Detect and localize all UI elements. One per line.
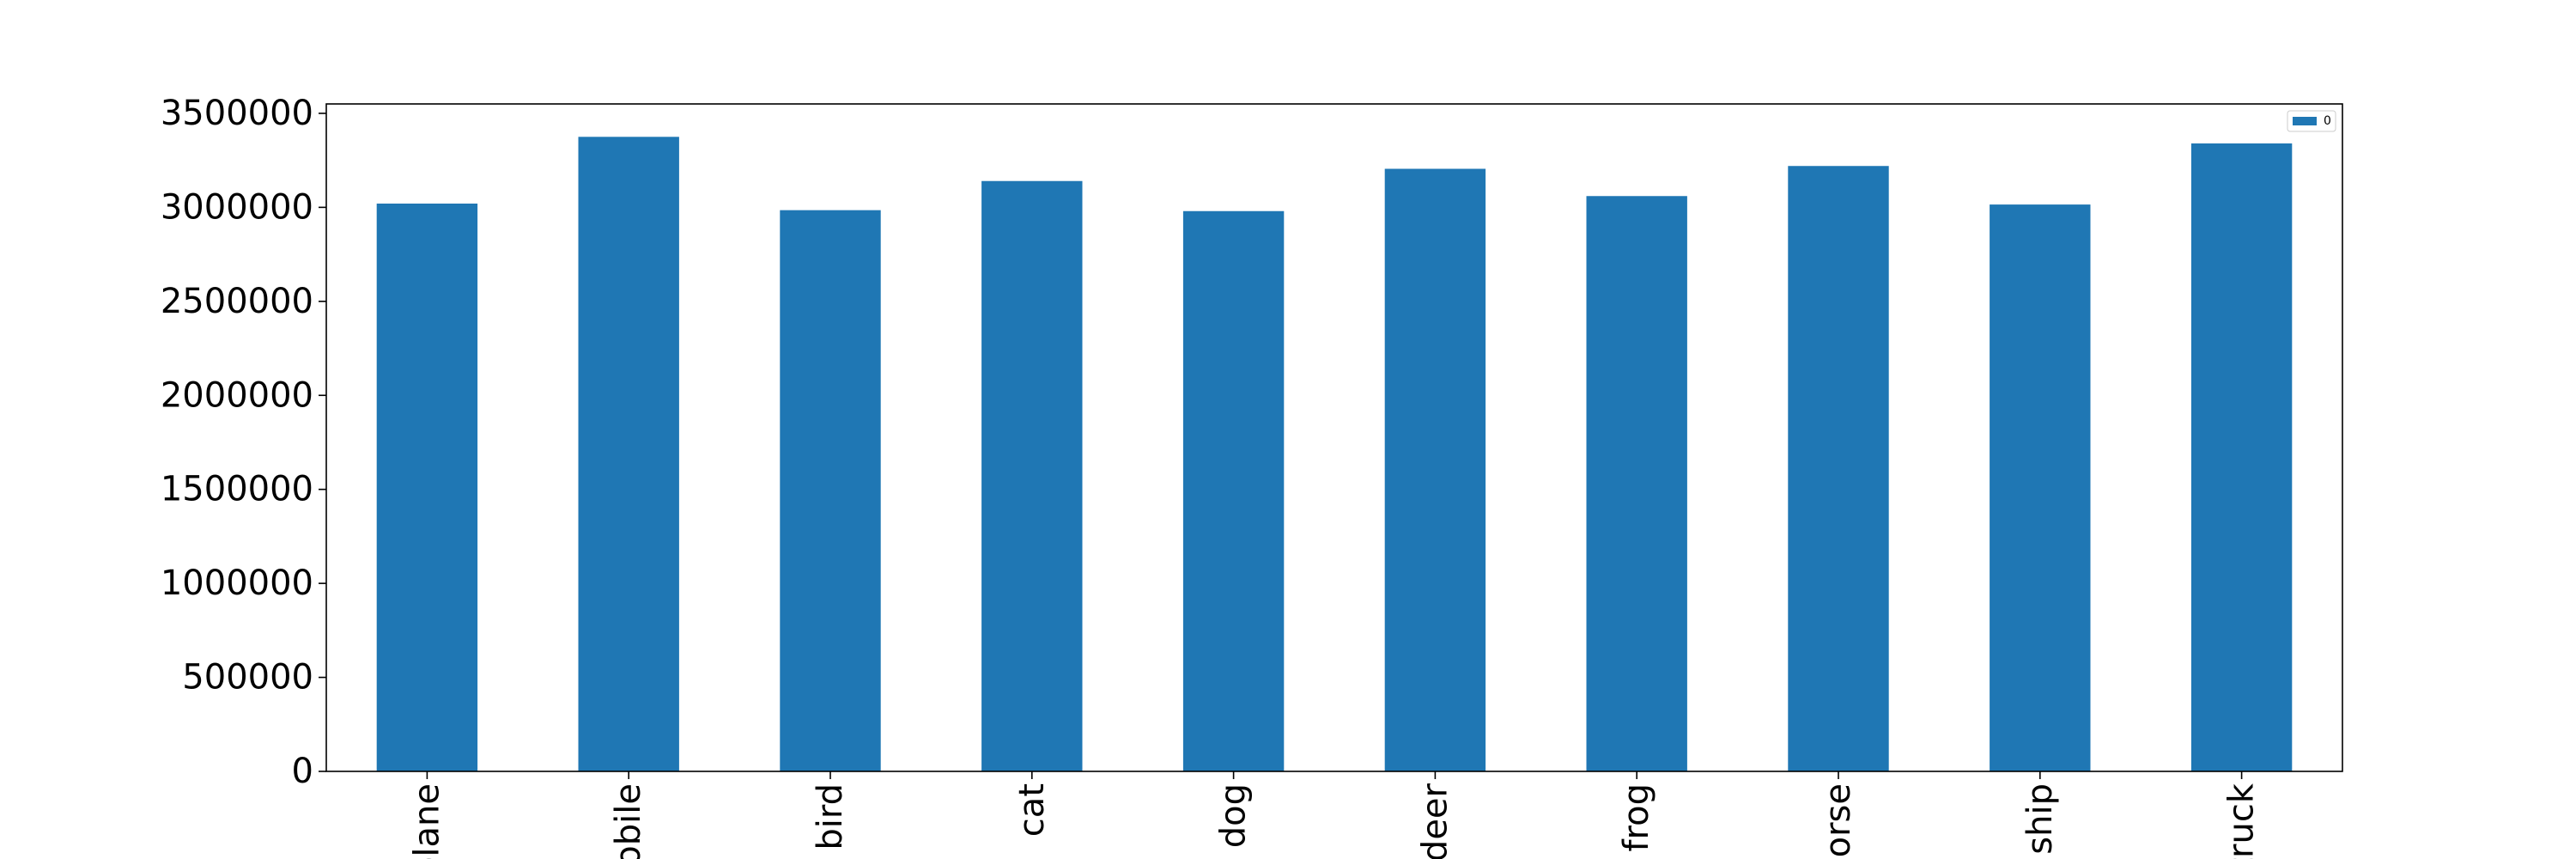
y-tick-label: 500000 bbox=[182, 658, 313, 698]
bar-mobile bbox=[578, 137, 679, 772]
x-tick-label-dog: dog bbox=[1214, 783, 1254, 848]
y-tick-label: 1000000 bbox=[161, 564, 313, 603]
bar-deer bbox=[1384, 168, 1486, 772]
bar-ship bbox=[1990, 204, 2091, 772]
legend-swatch bbox=[2293, 117, 2317, 125]
y-tick-label: 2500000 bbox=[161, 282, 313, 321]
bar-frog bbox=[1586, 196, 1687, 771]
legend: 0 bbox=[2287, 110, 2336, 132]
y-axis-ticks: 0 500000 1000000 1500000 2000000 2500000 30000… bbox=[161, 94, 326, 791]
x-tick-label-truck: truck bbox=[2222, 783, 2262, 859]
y-tick-label: 1500000 bbox=[161, 470, 313, 509]
plot-frame bbox=[325, 103, 2343, 772]
bar-plane bbox=[376, 204, 478, 772]
x-tick-label-plane: plane bbox=[407, 783, 447, 859]
y-tick-label: 2000000 bbox=[161, 375, 313, 415]
x-tick-label-deer: deer bbox=[1415, 783, 1455, 859]
x-tick-label-horse: horse bbox=[1819, 783, 1858, 859]
x-tick-label-bird: bird bbox=[811, 783, 850, 850]
y-tick-label: 3000000 bbox=[161, 187, 313, 227]
legend-label: 0 bbox=[2324, 114, 2331, 128]
x-tick-label-mobile: mobile bbox=[609, 783, 648, 859]
bar-horse bbox=[1788, 166, 1889, 772]
x-tick-label-cat: cat bbox=[1012, 783, 1052, 837]
bar-dog bbox=[1182, 210, 1285, 771]
x-tick-label-frog: frog bbox=[1617, 783, 1656, 852]
bars bbox=[376, 137, 2293, 772]
x-tick-label-ship: ship bbox=[2020, 783, 2060, 855]
bar-truck bbox=[2190, 143, 2293, 771]
y-tick-label: 3500000 bbox=[161, 94, 313, 133]
y-tick-label: 0 bbox=[292, 752, 313, 791]
x-axis-ticks: plane mobile bird cat dog deer frog horse ship tr… bbox=[407, 771, 2262, 859]
bar-bird bbox=[780, 210, 881, 771]
bar-cat bbox=[981, 180, 1083, 771]
